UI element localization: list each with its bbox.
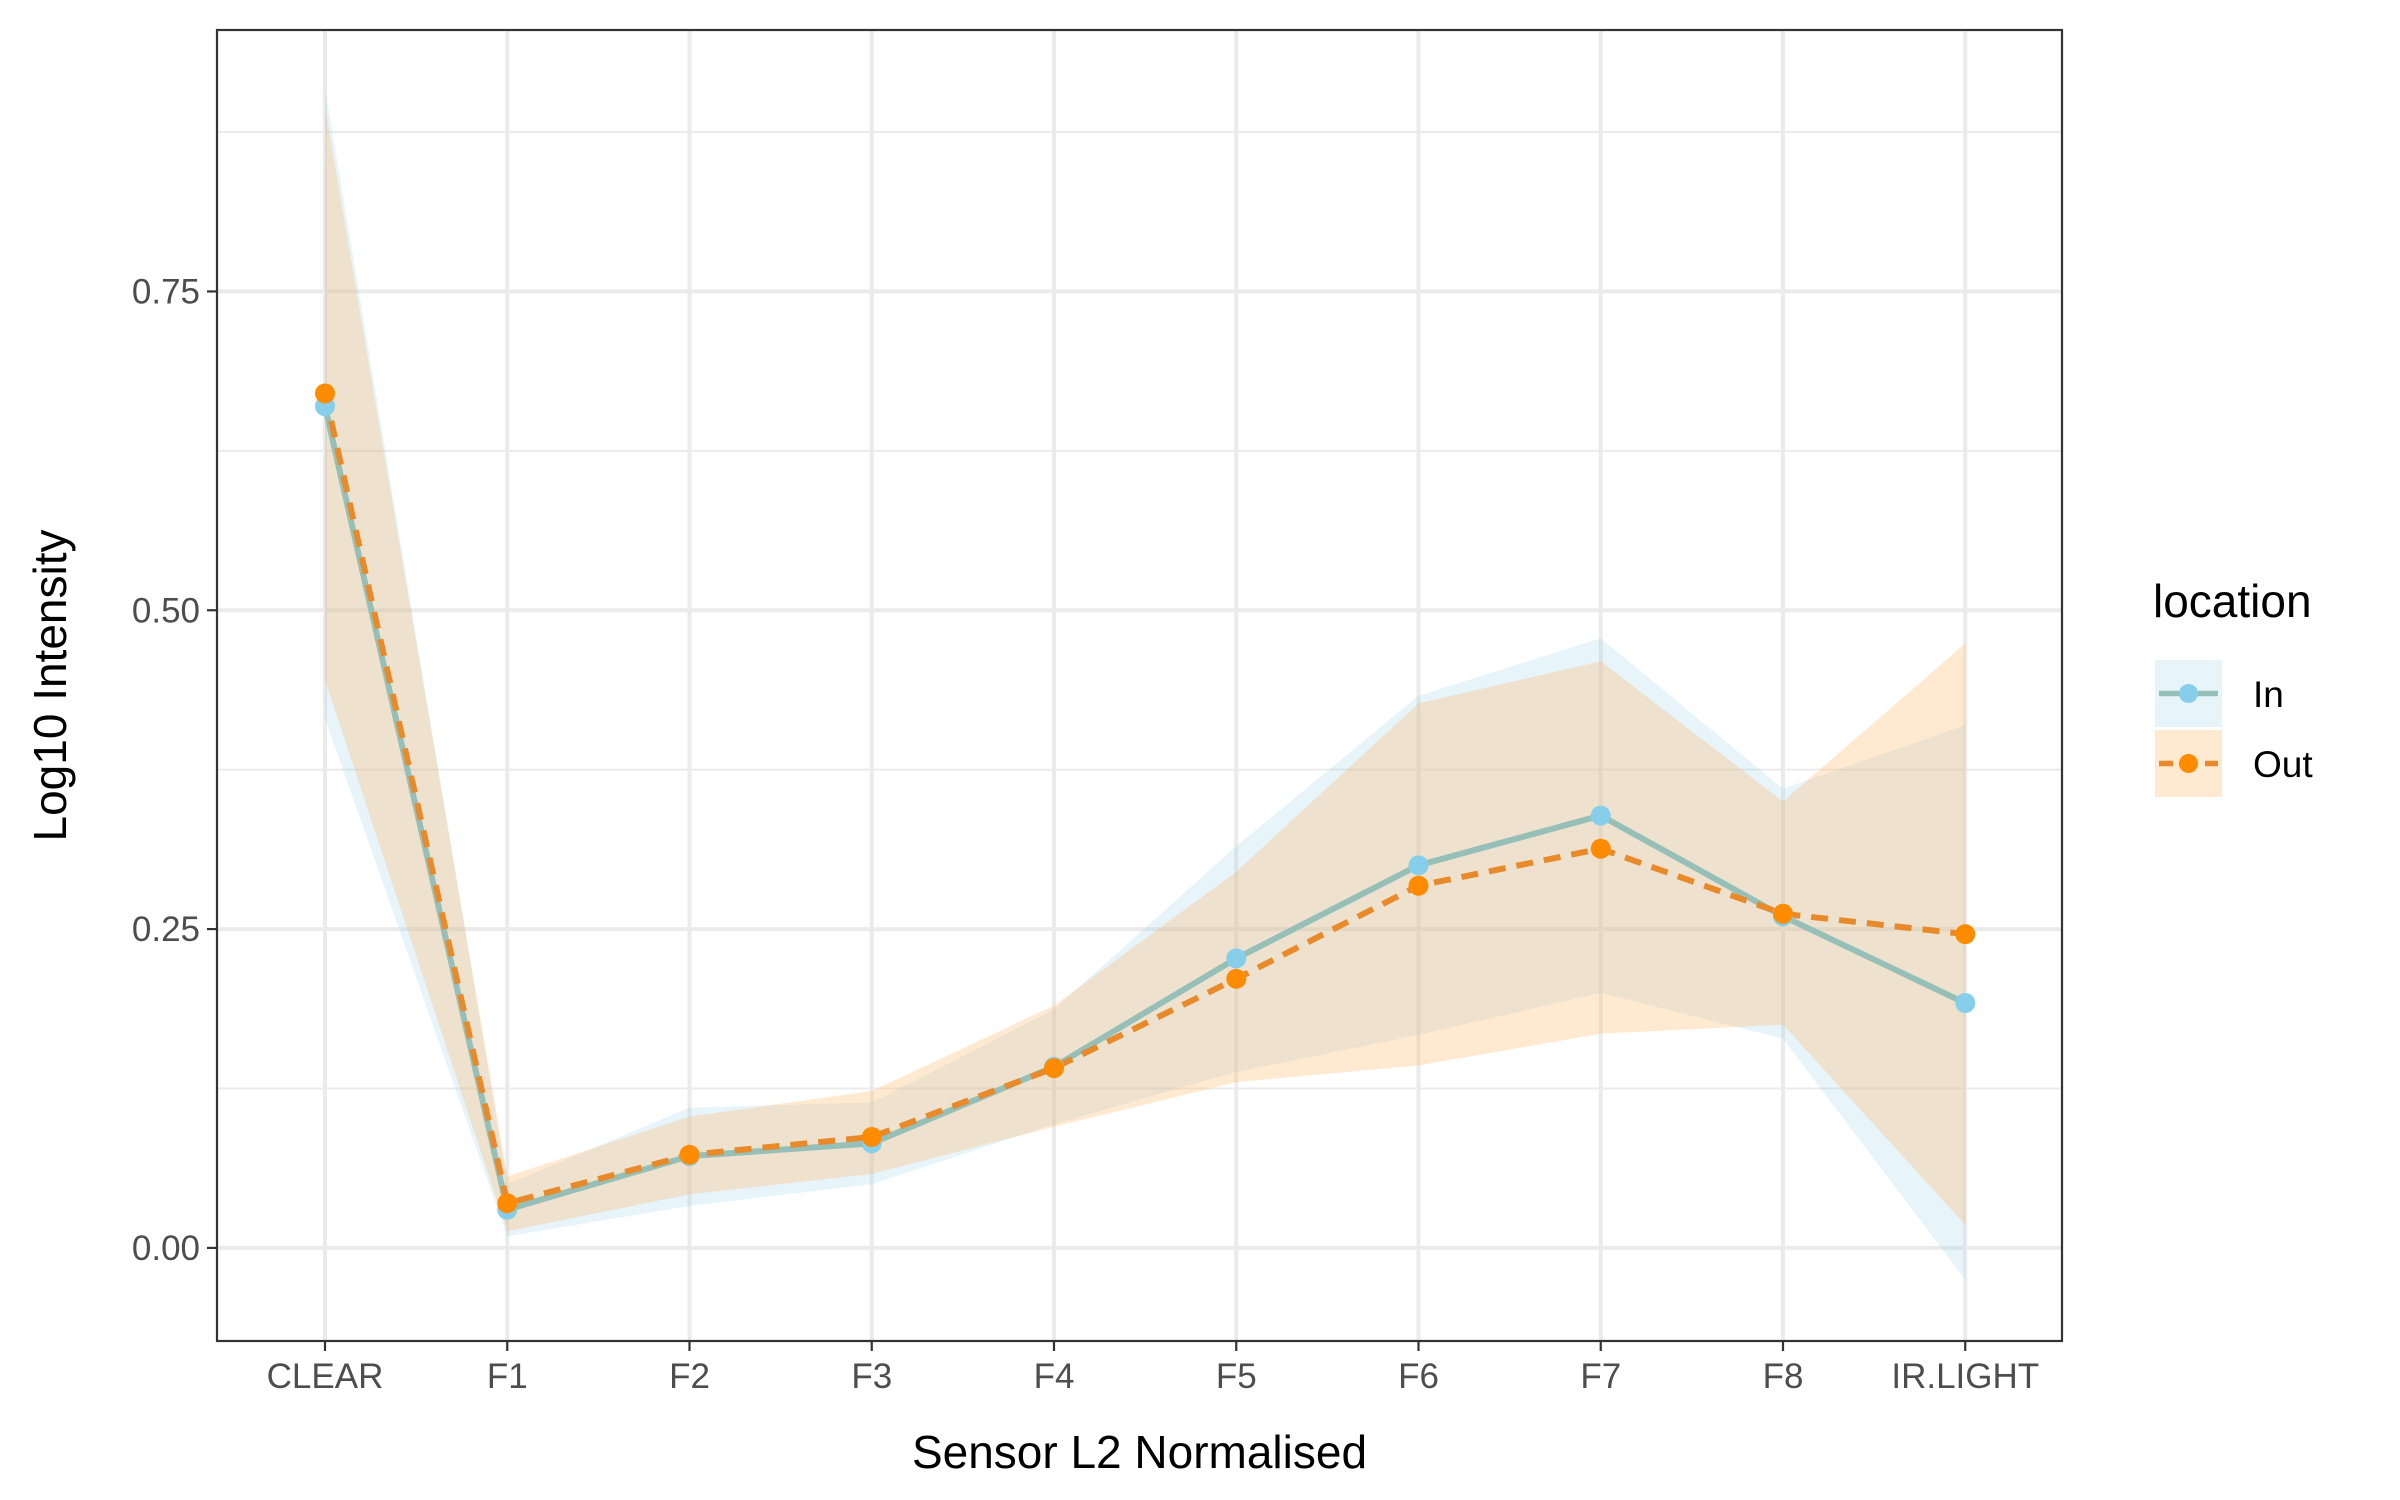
x-tick-label: CLEAR <box>267 1357 384 1396</box>
x-tick-label: F6 <box>1398 1357 1439 1396</box>
x-tick-label: F4 <box>1034 1357 1075 1396</box>
legend-label-out: Out <box>2253 744 2313 785</box>
x-tick-label: F3 <box>851 1357 892 1396</box>
legend-title: location <box>2153 575 2312 627</box>
confidence-bands <box>325 87 1966 1280</box>
legend-key-in-point <box>2179 684 2198 703</box>
data-point-in <box>1408 855 1429 876</box>
data-point-in <box>1955 993 1976 1014</box>
y-tick-label: 0.50 <box>132 591 200 630</box>
minor-gridlines <box>217 131 2062 1090</box>
data-point-out <box>861 1126 882 1147</box>
x-tick-label: F2 <box>669 1357 710 1396</box>
legend-item-out: Out <box>2155 730 2313 797</box>
series-points <box>315 383 1976 1220</box>
y-axis-title: Log10 Intensity <box>24 529 76 841</box>
series-line-out <box>322 392 1966 1207</box>
data-point-out <box>1044 1058 1064 1079</box>
legend-item-in: In <box>2155 660 2284 727</box>
x-tick-label: F5 <box>1216 1357 1257 1396</box>
x-axis-title: Sensor L2 Normalised <box>912 1426 1367 1478</box>
data-point-out <box>1955 924 1976 945</box>
legend-label-in: In <box>2253 674 2284 715</box>
confidence-band-out <box>325 106 1966 1232</box>
y-tick-label: 0.75 <box>132 272 200 311</box>
series-lines <box>322 392 1967 1213</box>
data-point-out <box>315 383 335 404</box>
data-point-in <box>1226 948 1247 969</box>
data-point-in <box>1590 805 1611 826</box>
legend: location In Out <box>2153 575 2313 797</box>
major-gridlines <box>217 30 2062 1341</box>
x-tick-label: F8 <box>1763 1357 1804 1396</box>
x-axis-ticks: CLEAR F1 F2 F3 F4 F5 F6 F7 F8 IR.LIGHT <box>267 1341 2039 1396</box>
plot-panel-border <box>215 28 2064 1343</box>
x-tick-label: IR.LIGHT <box>1891 1357 2039 1396</box>
legend-key-out-point <box>2179 754 2198 773</box>
y-axis-ticks: 0.00 0.25 0.50 0.75 <box>132 272 217 1268</box>
confidence-band-in <box>325 87 1966 1280</box>
data-point-out <box>1226 968 1247 989</box>
data-point-out <box>497 1193 518 1214</box>
data-point-out <box>1590 838 1611 859</box>
data-point-out <box>679 1144 700 1165</box>
series-line-in <box>322 405 1967 1213</box>
data-point-out <box>1408 875 1429 896</box>
y-tick-label: 0.00 <box>132 1229 200 1268</box>
x-tick-label: F1 <box>487 1357 528 1396</box>
data-point-out <box>1773 903 1793 924</box>
x-tick-label: F7 <box>1580 1357 1621 1396</box>
y-tick-label: 0.25 <box>132 910 200 949</box>
